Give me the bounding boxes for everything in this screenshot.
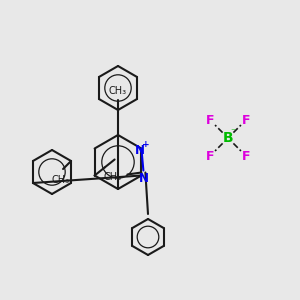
Text: CH₃: CH₃ bbox=[109, 86, 127, 96]
Text: F: F bbox=[206, 113, 214, 127]
Text: F: F bbox=[242, 149, 250, 163]
Text: ⁻: ⁻ bbox=[230, 127, 236, 137]
Text: CH₃: CH₃ bbox=[52, 175, 70, 185]
Text: B: B bbox=[223, 131, 233, 145]
Text: F: F bbox=[206, 149, 214, 163]
Text: CH₃: CH₃ bbox=[103, 172, 122, 182]
Text: N: N bbox=[134, 144, 144, 157]
Text: F: F bbox=[242, 113, 250, 127]
Text: N: N bbox=[138, 172, 148, 185]
Text: +: + bbox=[142, 140, 149, 149]
